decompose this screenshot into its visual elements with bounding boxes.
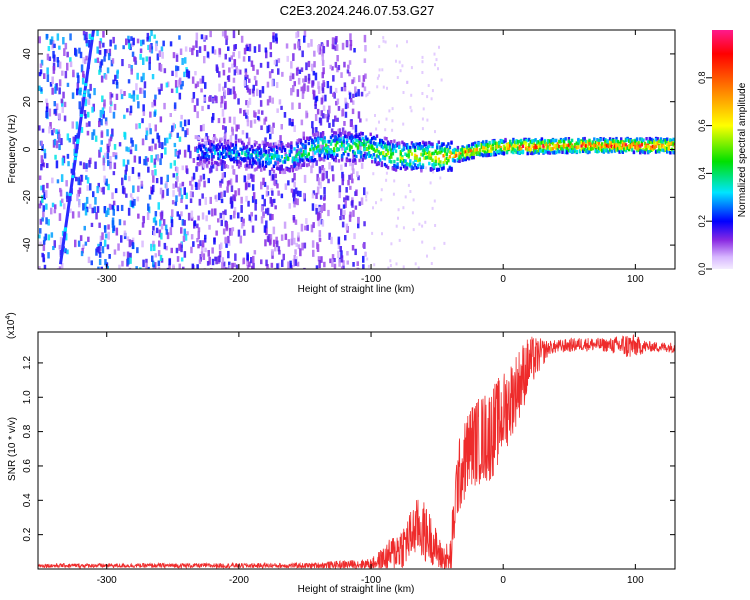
- snr-multiplier-base: (x10: [6, 319, 17, 339]
- spectrogram-x-label: Height of straight line (km): [298, 284, 415, 295]
- snr-x-tick-label: 100: [627, 575, 644, 586]
- spec-x-tick-label: 0: [500, 274, 506, 285]
- snr-y-multiplier: (x104): [5, 312, 17, 339]
- signal-band: [196, 130, 675, 175]
- spectrogram-y-ticks: -40 -20 0 20 40: [22, 48, 675, 252]
- colorbar-tick-label: 0.4: [697, 167, 707, 180]
- snr-panel: -300 -200 -100 0 100 0.2 0.4 0.6 0.8 1.0 1.2 Heig…: [5, 312, 676, 595]
- spectrogram-x-ticks: -300 -200 -100 0 100: [97, 30, 644, 285]
- spec-y-tick-label: 0: [22, 146, 33, 152]
- spec-y-tick-label: -20: [22, 190, 33, 205]
- snr-x-tick-label: -300: [97, 575, 117, 586]
- drift-track: [58, 30, 95, 265]
- spec-y-tick-label: 20: [22, 96, 33, 108]
- spec-x-tick-label: -300: [97, 274, 117, 285]
- svg-text:(x104): (x104): [5, 312, 17, 339]
- figure-title: C2E3.2024.246.07.53.G27: [280, 3, 435, 18]
- snr-y-tick-label: 0.8: [22, 424, 33, 438]
- snr-series-line: [37, 334, 676, 570]
- snr-y-tick-label: 1.2: [22, 356, 33, 370]
- snr-y-tick-label: 0.4: [22, 493, 33, 507]
- snr-frame: [37, 331, 676, 570]
- snr-y-tick-label: 0.6: [22, 459, 33, 473]
- spec-x-tick-label: 100: [627, 274, 644, 285]
- snr-x-ticks: -300 -200 -100 0 100: [97, 332, 644, 586]
- spec-y-tick-label: -40: [22, 237, 33, 252]
- snr-y-ticks: 0.2 0.4 0.6 0.8 1.0 1.2: [22, 356, 675, 542]
- colorbar-ticks: 0.0 0.2 0.4 0.6 0.8: [697, 72, 712, 276]
- spectrogram-y-label: Frequency (Hz): [7, 115, 18, 184]
- snr-y-tick-label: 0.2: [22, 527, 33, 541]
- spec-x-tick-label: -200: [229, 274, 249, 285]
- snr-y-tick-label: 1.0: [22, 390, 33, 404]
- spec-y-tick-label: 40: [22, 48, 33, 60]
- snr-x-tick-label: -200: [229, 575, 249, 586]
- colorbar-gradient: [712, 30, 733, 269]
- colorbar-tick-label: 0.6: [697, 119, 707, 132]
- spectrogram-content: [38, 30, 675, 269]
- colorbar-tick-label: 0.8: [697, 72, 707, 85]
- snr-plot-area: [38, 332, 675, 569]
- snr-x-tick-label: 0: [500, 575, 506, 586]
- snr-x-tick-label: -100: [361, 575, 381, 586]
- snr-y-label: SNR (10 * v/v): [7, 417, 18, 481]
- colorbar-label: Normalized spectral amplitude: [737, 82, 748, 217]
- snr-x-label: Height of straight line (km): [298, 584, 415, 595]
- snr-content: [37, 334, 676, 570]
- colorbar-tick-label: 0.0: [697, 263, 707, 276]
- colorbar-tick-label: 0.2: [697, 215, 707, 228]
- spec-x-tick-label: -100: [361, 274, 381, 285]
- noise-field: [38, 30, 446, 269]
- colorbar: 0.0 0.2 0.4 0.6 0.8 Normalized spectral ampl…: [697, 30, 748, 275]
- snr-multiplier-exp: 4: [5, 316, 12, 320]
